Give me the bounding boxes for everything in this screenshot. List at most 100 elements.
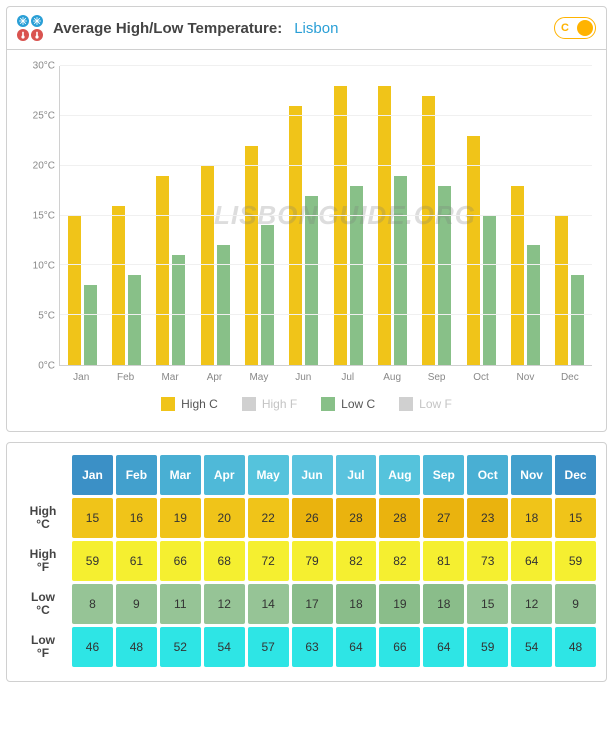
x-tick-label: Apr: [192, 366, 236, 383]
high-bar: [422, 96, 435, 365]
month-slot: [149, 66, 193, 365]
card-title-prefix: Average High/Low Temperature:: [53, 20, 282, 37]
legend-item[interactable]: Low C: [321, 397, 375, 411]
table-cell: 57: [248, 627, 289, 667]
table-cell: 26: [292, 498, 333, 538]
table-header-month: Sep: [423, 455, 464, 495]
month-slot: [326, 66, 370, 365]
table-row-header: Low°C: [17, 584, 69, 624]
table-cell: 15: [72, 498, 113, 538]
table-cell: 59: [467, 627, 508, 667]
y-tick-label: 15°C: [33, 211, 55, 222]
gridline: [60, 264, 592, 265]
legend-item[interactable]: High C: [161, 397, 218, 411]
table-header-month: Oct: [467, 455, 508, 495]
legend-item[interactable]: Low F: [399, 397, 452, 411]
table-header-month: Jun: [292, 455, 333, 495]
month-slot: [548, 66, 592, 365]
gridline: [60, 314, 592, 315]
legend-label: Low C: [341, 397, 375, 411]
legend-label: High F: [262, 397, 297, 411]
table-header-month: Jul: [336, 455, 377, 495]
table-header-month: Jan: [72, 455, 113, 495]
high-bar: [289, 106, 302, 365]
card-title-location: Lisbon: [294, 20, 338, 37]
table-cell: 19: [379, 584, 420, 624]
y-tick-label: 30°C: [33, 61, 55, 72]
month-slot: [104, 66, 148, 365]
legend-swatch: [399, 397, 413, 411]
y-tick-label: 10°C: [33, 261, 55, 272]
table-cell: 27: [423, 498, 464, 538]
table-cell: 48: [555, 627, 596, 667]
table-cell: 28: [336, 498, 377, 538]
legend-item[interactable]: High F: [242, 397, 297, 411]
table-header-month: Nov: [511, 455, 552, 495]
table-cell: 18: [336, 584, 377, 624]
table-corner: [17, 455, 69, 495]
low-bar: [571, 275, 584, 365]
table-cell: 72: [248, 541, 289, 581]
gridline: [60, 65, 592, 66]
legend-swatch: [321, 397, 335, 411]
gridline: [60, 165, 592, 166]
table-cell: 66: [160, 541, 201, 581]
month-slot: [459, 66, 503, 365]
table-cell: 19: [160, 498, 201, 538]
legend-label: High C: [181, 397, 218, 411]
month-slot: [237, 66, 281, 365]
table-cell: 48: [116, 627, 157, 667]
x-tick-label: Oct: [459, 366, 503, 383]
gridline: [60, 215, 592, 216]
chart-area: 30°C25°C20°C15°C10°C5°C0°C LISBONGUIDE.O…: [21, 66, 592, 366]
bars-row: [60, 66, 592, 365]
unit-toggle-knob: [577, 20, 593, 36]
table-row-header: High°F: [17, 541, 69, 581]
low-bar: [217, 245, 230, 365]
y-tick-label: 20°C: [33, 161, 55, 172]
weather-icon-cluster: [17, 15, 45, 41]
table-cell: 82: [336, 541, 377, 581]
table-cell: 54: [511, 627, 552, 667]
table-cell: 68: [204, 541, 245, 581]
x-tick-label: Aug: [370, 366, 414, 383]
table-card: JanFebMarAprMayJunJulAugSepOctNovDecHigh…: [6, 442, 607, 682]
x-tick-label: Feb: [103, 366, 147, 383]
chart-card: Average High/Low Temperature: Lisbon C 3…: [6, 6, 607, 432]
unit-toggle-label: C: [561, 22, 569, 34]
table-cell: 17: [292, 584, 333, 624]
chart-container: 30°C25°C20°C15°C10°C5°C0°C LISBONGUIDE.O…: [7, 50, 606, 431]
low-bar: [350, 186, 363, 365]
x-tick-label: Jan: [59, 366, 103, 383]
table-cell: 64: [511, 541, 552, 581]
table-cell: 61: [116, 541, 157, 581]
table-cell: 15: [555, 498, 596, 538]
table-cell: 54: [204, 627, 245, 667]
table-cell: 63: [292, 627, 333, 667]
x-tick-label: May: [237, 366, 281, 383]
high-bar: [156, 176, 169, 365]
table-cell: 12: [511, 584, 552, 624]
x-tick-label: Jun: [281, 366, 325, 383]
thermometer-hot-icon: [17, 29, 29, 41]
table-cell: 52: [160, 627, 201, 667]
x-tick-label: Nov: [503, 366, 547, 383]
card-header: Average High/Low Temperature: Lisbon C: [7, 7, 606, 50]
month-slot: [282, 66, 326, 365]
low-bar: [305, 196, 318, 365]
table-row-header: High°C: [17, 498, 69, 538]
legend: High C High F Low C Low F: [21, 383, 592, 425]
x-tick-label: Jul: [326, 366, 370, 383]
y-tick-label: 0°C: [38, 361, 55, 372]
table-cell: 11: [160, 584, 201, 624]
high-bar: [467, 136, 480, 365]
table-header-month: Apr: [204, 455, 245, 495]
plot-area: LISBONGUIDE.ORG: [59, 66, 592, 366]
low-bar: [84, 285, 97, 365]
low-bar: [394, 176, 407, 365]
table-cell: 46: [72, 627, 113, 667]
unit-toggle[interactable]: C: [554, 17, 596, 39]
table-cell: 23: [467, 498, 508, 538]
table-header-month: Feb: [116, 455, 157, 495]
table-cell: 66: [379, 627, 420, 667]
